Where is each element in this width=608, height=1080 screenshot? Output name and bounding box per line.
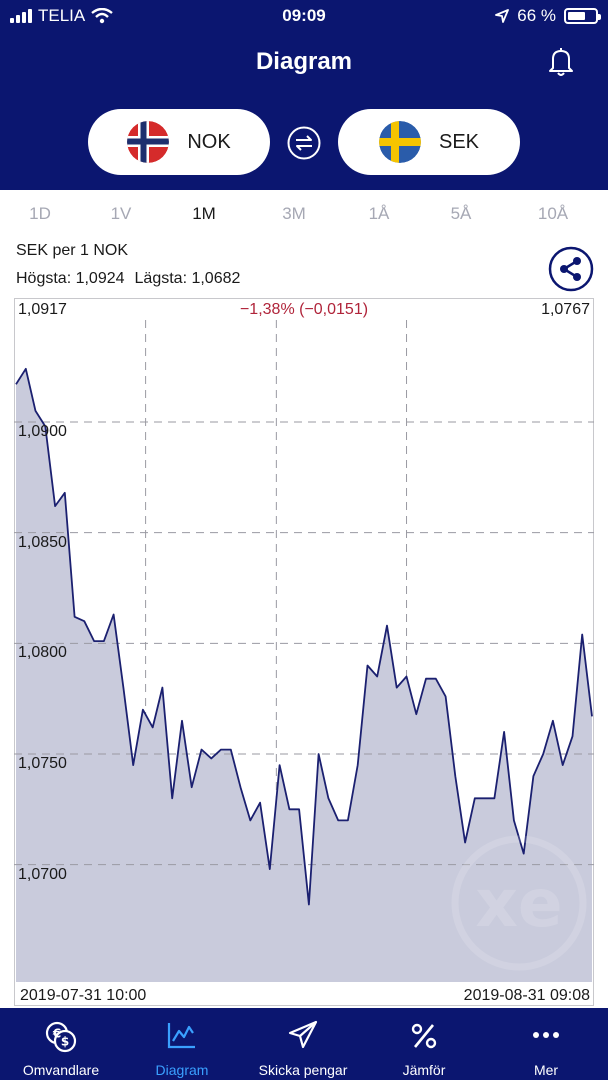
range-10y[interactable]: 10Å bbox=[537, 204, 569, 223]
tab-converter[interactable]: € $ Omvandlare bbox=[6, 1008, 116, 1080]
svg-text:xe: xe bbox=[475, 865, 562, 942]
carrier-label: TELIA bbox=[38, 6, 86, 25]
chart-area bbox=[16, 368, 592, 982]
tab-diagram-label: Diagram bbox=[155, 1062, 209, 1078]
status-bar: TELIA 09:09 66 % bbox=[0, 0, 608, 32]
y-tick-label: 1,0700 bbox=[18, 865, 67, 883]
x-end-label: 2019-08-31 09:08 bbox=[463, 987, 590, 1005]
high-low: Högsta: 1,0924 Lägsta: 1,0682 bbox=[16, 270, 240, 288]
swap-icon[interactable] bbox=[287, 126, 321, 160]
send-icon bbox=[288, 1020, 318, 1049]
bell-icon[interactable] bbox=[544, 44, 578, 78]
y-tick-label: 1,0800 bbox=[18, 644, 67, 662]
y-tick-label: 1,0900 bbox=[18, 422, 67, 440]
wifi-icon bbox=[91, 8, 113, 24]
range-1m[interactable]: 1M bbox=[192, 204, 216, 223]
to-currency-code: SEK bbox=[438, 130, 480, 153]
chart-icon bbox=[167, 1023, 195, 1049]
range-1d[interactable]: 1D bbox=[29, 204, 51, 223]
change-label: −1,38% (−0,0151) bbox=[239, 301, 369, 318]
end-value-label: 1,0767 bbox=[541, 301, 590, 319]
sweden-flag-icon bbox=[378, 121, 421, 163]
battery-icon bbox=[564, 8, 601, 24]
chart-line bbox=[15, 367, 593, 906]
range-1y[interactable]: 1Å bbox=[368, 204, 390, 223]
from-currency-code: NOK bbox=[187, 130, 231, 153]
more-icon bbox=[533, 1032, 559, 1038]
norway-flag-icon bbox=[127, 121, 170, 163]
tab-diagram[interactable]: Diagram bbox=[127, 1008, 237, 1080]
header-area: TELIA 09:09 66 % Diagram NOK bbox=[0, 0, 608, 190]
tab-more-label: Mer bbox=[533, 1062, 559, 1078]
tab-send-money[interactable]: Skicka pengar bbox=[248, 1008, 358, 1080]
pair-label: SEK per 1 NOK bbox=[16, 242, 129, 259]
low-value: Lägsta: 1,0682 bbox=[134, 270, 241, 287]
percent-icon bbox=[411, 1023, 437, 1049]
range-3m[interactable]: 3M bbox=[282, 204, 306, 223]
clock: 09:09 bbox=[282, 6, 326, 25]
tab-send-money-label: Skicka pengar bbox=[258, 1062, 348, 1078]
tab-converter-label: Omvandlare bbox=[22, 1062, 100, 1078]
signal-icon bbox=[10, 9, 32, 23]
battery-percent: 66 % bbox=[517, 6, 556, 25]
high-value: Högsta: 1,0924 bbox=[16, 270, 125, 287]
currency-convert-icon: € $ bbox=[45, 1021, 77, 1053]
start-value-label: 1,0917 bbox=[18, 301, 67, 319]
from-currency-button[interactable]: NOK bbox=[88, 109, 270, 175]
x-start-label: 2019-07-31 10:00 bbox=[20, 987, 147, 1005]
share-icon[interactable] bbox=[548, 246, 594, 292]
page-title: Diagram bbox=[255, 48, 353, 75]
range-5y[interactable]: 5Å bbox=[450, 204, 472, 223]
xe-watermark: xe bbox=[451, 835, 587, 971]
y-tick-label: 1,0750 bbox=[18, 755, 67, 772]
range-selector: 1D 1V 1M 3M 1Å 5Å 10Å bbox=[0, 204, 608, 230]
y-tick-label: 1,0850 bbox=[18, 533, 67, 551]
tab-compare-label: Jämför bbox=[402, 1062, 446, 1078]
tab-more[interactable]: Mer bbox=[491, 1008, 601, 1080]
tab-compare[interactable]: Jämför bbox=[369, 1008, 479, 1080]
range-1w[interactable]: 1V bbox=[110, 204, 132, 223]
svg-text:€: € bbox=[52, 1027, 61, 1041]
tab-bar: € $ Omvandlare Diagram Skicka pengar Jäm… bbox=[0, 1008, 608, 1080]
rate-chart: xe 1,0917 1,0767 −1,38% (−0,0151) 1,0900… bbox=[14, 298, 594, 1006]
to-currency-button[interactable]: SEK bbox=[338, 109, 520, 175]
location-icon bbox=[495, 9, 510, 23]
svg-text:$: $ bbox=[61, 1035, 69, 1049]
